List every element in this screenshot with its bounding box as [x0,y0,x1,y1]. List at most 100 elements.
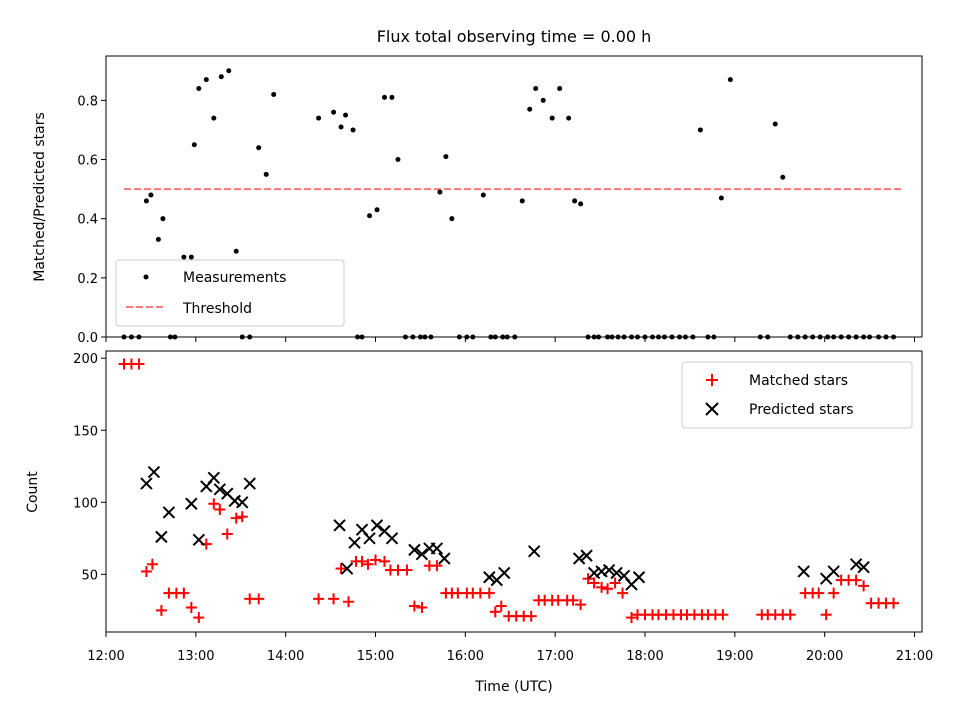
measurement-point [203,77,209,83]
measurement-point [780,174,786,180]
matched-star-point [525,610,537,622]
y-tick-label: 100 [73,496,98,511]
matched-star-point [483,587,495,599]
predicted-star-point [438,552,451,565]
matched-star-point [416,602,428,614]
predicted-star-point [192,533,206,546]
predicted-star-point [849,558,863,571]
measurement-point [211,115,217,121]
predicted-star-point [580,549,593,562]
x-tick-label: 16:00 [447,649,484,664]
matched-star-point [193,612,205,624]
matched-star-point [208,498,220,510]
measurement-point [718,195,724,201]
predicted-star-point [483,571,496,584]
predicted-star-point [602,563,616,577]
y-tick-label: 0.6 [77,154,98,169]
bottom-y-axis-label: Count [25,471,41,513]
matched-star-point [328,593,340,605]
measurement-point [533,86,539,92]
top-legend: Measurements Threshold [115,259,345,327]
matched-star-point [888,597,900,609]
ratio-plot: Flux total observing time = 0.00 h Match… [32,27,923,346]
predicted-star-point [857,560,870,574]
matched-star-point [784,609,796,621]
predicted-star-point [408,543,421,557]
measurement-point [331,109,337,115]
measurement-point [218,74,224,80]
x-axis-label: Time (UTC) [474,679,552,695]
y-tick-label: 0.0 [77,331,98,346]
legend-predicted-marker [705,402,719,416]
measurement-point [148,192,154,198]
matched-star-point [133,358,145,370]
measurement-point [350,127,356,133]
measurement-point [271,91,277,97]
matched-star-point [362,558,374,570]
measurement-point [316,115,322,121]
y-tick-label: 200 [73,352,98,367]
matched-star-point [221,528,233,540]
measurement-point [480,192,486,198]
measurement-point [449,216,455,222]
measurement-point [381,94,387,100]
x-tick-label: 18:00 [626,649,663,664]
bottom-legend: Matched stars Predicted stars [681,361,913,429]
measurement-point [181,254,187,260]
matched-star-point [495,600,507,612]
matched-star-point [828,587,840,599]
matched-star-point [356,555,368,567]
measurement-point [343,112,349,118]
matched-star-point [335,563,347,575]
predicted-star-point [333,519,346,532]
measurement-point [540,97,546,103]
measurement-point [263,171,269,177]
x-tick-label: 19:00 [716,649,753,664]
axes-frame [105,55,923,338]
chart-title: Flux total observing time = 0.00 h [377,27,652,46]
predicted-star-point [185,497,198,510]
top-y-axis-label: Matched/Predicted stars [32,112,48,282]
y-tick-label: 0.2 [77,272,98,287]
matched-star-point [370,554,382,566]
matched-star-point [214,504,226,516]
matched-star-point [609,577,621,589]
y-tick-label: 50 [81,568,98,583]
predicted-star-point [632,571,646,584]
predicted-star-point [147,465,161,479]
measurement-point [772,121,778,127]
matched-star-point [567,594,579,606]
measurement-point [196,86,202,92]
matched-star-point [489,606,501,618]
legend-measurements-marker [143,274,149,280]
predicted-star-point [162,506,176,519]
predicted-star-point [610,566,623,580]
predicted-star-point [340,562,354,575]
legend-matched-label: Matched stars [749,373,848,389]
measurement-point [389,94,395,100]
matched-star-point [230,512,242,524]
measurement-point [578,201,584,207]
predicted-star-point [528,545,541,558]
y-tick-label: 0.4 [77,213,98,228]
matched-star-point [408,600,420,612]
predicted-star-point [236,496,249,509]
matched-star-point [858,580,870,592]
matched-star-point [431,560,443,572]
matched-star-point [588,577,600,589]
matched-star-point [596,581,608,593]
legend-matched-marker [706,374,718,386]
matched-star-point [140,565,152,577]
measurement-point [727,77,733,83]
measurement-point [395,157,401,163]
x-tick-label: 21:00 [896,649,933,664]
legend-predicted-label: Predicted stars [749,402,854,418]
predicted-star-point [385,532,399,545]
x-tick-label: 17:00 [536,649,573,664]
y-tick-label: 150 [73,424,98,439]
predicted-star-point [140,477,153,490]
predicted-star-point [415,547,429,561]
measurement-point [374,207,380,213]
matched-star-point [717,609,729,621]
measurement-point [256,145,262,151]
